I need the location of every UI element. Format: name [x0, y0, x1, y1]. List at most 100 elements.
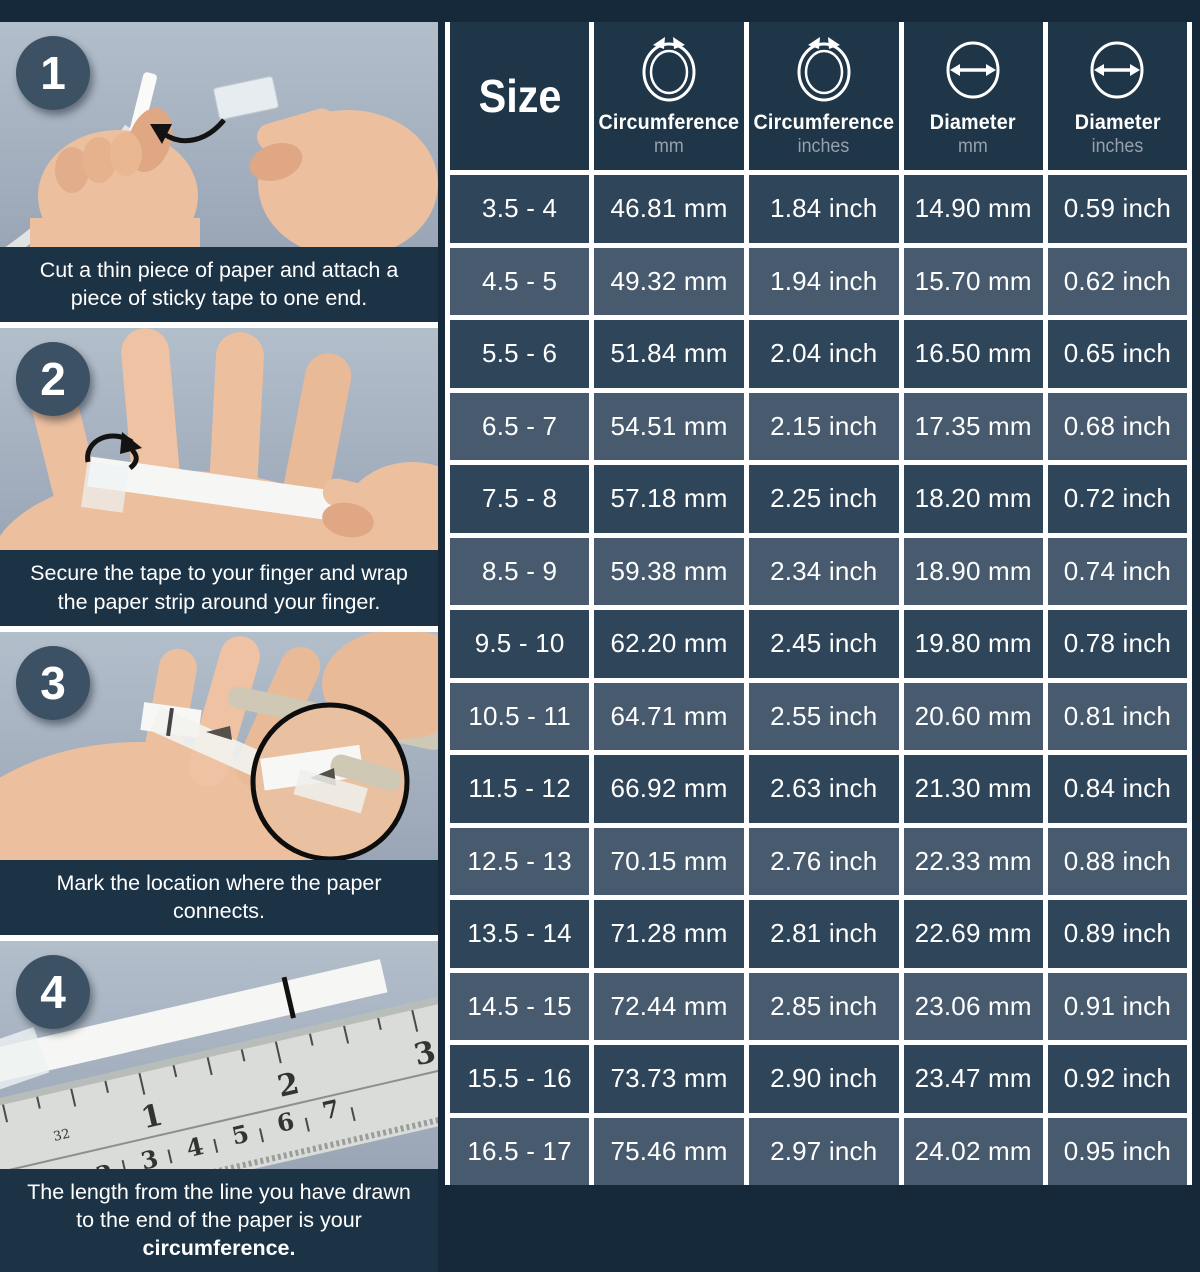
magnifier-inset	[250, 702, 410, 860]
step-4-photo: 4 32 1 2	[0, 940, 438, 1169]
table-cell: 1.94 inch	[748, 247, 899, 315]
svg-text:2: 2	[93, 1158, 116, 1169]
table-cell: 2.81 inch	[748, 900, 899, 968]
column-label: Circumference	[598, 111, 740, 134]
table-cell: 2.97 inch	[748, 1117, 899, 1185]
size-table: Size Circumference mm Circumference inch…	[445, 22, 1192, 1185]
svg-text:5: 5	[229, 1118, 252, 1150]
table-cell: 21.30 mm	[903, 755, 1043, 823]
step-3-panel: 3	[0, 631, 438, 935]
svg-text:7: 7	[319, 1093, 342, 1125]
column-unit: mm	[654, 136, 684, 157]
step-3-caption: Mark the location where the paper connec…	[0, 859, 438, 935]
table-cell: 10.5 - 11	[450, 682, 590, 750]
step-4-caption-text: The length from the line you have drawn …	[27, 1179, 411, 1232]
table-cell: 9.5 - 10	[450, 610, 590, 678]
table-cell: 11.5 - 12	[450, 755, 590, 823]
step-1-photo: 1	[0, 22, 438, 247]
step-3-caption-text: Mark the location where the paper connec…	[56, 870, 382, 924]
svg-text:32: 32	[52, 1126, 71, 1144]
table-cell: 75.46 mm	[594, 1117, 744, 1185]
step-4-badge: 4	[16, 954, 90, 1029]
column-unit: inches	[797, 136, 850, 157]
table-cell: 59.38 mm	[594, 537, 744, 605]
step-2-number: 2	[40, 352, 66, 405]
table-cell: 15.70 mm	[903, 247, 1043, 315]
table-cell: 46.81 mm	[594, 175, 744, 243]
step-4-panel: 4 32 1 2	[0, 940, 438, 1272]
wrap-arrow-icon	[85, 431, 142, 470]
ruler: 32 1 2 3 1 2 3 4 5 6	[0, 987, 438, 1169]
table-cell: 1.84 inch	[748, 175, 899, 243]
table-cell: 0.81 inch	[1047, 682, 1187, 750]
step-3-number: 3	[40, 656, 66, 709]
table-cell: 19.80 mm	[903, 610, 1043, 678]
step-1-number: 1	[40, 47, 66, 99]
table-header-circumference-inches: Circumference inches	[748, 22, 899, 170]
table-cell: 24.02 mm	[903, 1117, 1043, 1185]
table-cell: 16.5 - 17	[450, 1117, 590, 1185]
table-cell: 2.34 inch	[748, 537, 899, 605]
step-2-caption: Secure the tape to your finger and wrap …	[0, 549, 438, 626]
table-cell: 72.44 mm	[594, 972, 744, 1040]
table-cell: 0.68 inch	[1047, 392, 1187, 460]
table-cell: 64.71 mm	[594, 682, 744, 750]
step-1-badge: 1	[16, 36, 90, 110]
table-cell: 20.60 mm	[903, 682, 1043, 750]
table-cell: 2.63 inch	[748, 755, 899, 823]
table-cell: 14.5 - 15	[450, 972, 590, 1040]
column-unit: mm	[958, 136, 989, 157]
step-2-panel: 2	[0, 327, 438, 626]
svg-text:3: 3	[138, 1143, 161, 1168]
table-cell: 66.92 mm	[594, 755, 744, 823]
right-hand	[249, 108, 438, 247]
table-cell: 0.78 inch	[1047, 610, 1187, 678]
step-1-panel: 1	[0, 22, 438, 322]
table-header-size: Size	[450, 22, 590, 170]
table-cell: 0.89 inch	[1047, 900, 1187, 968]
table-cell: 0.88 inch	[1047, 827, 1187, 895]
svg-text:4: 4	[183, 1131, 206, 1163]
table-cell: 57.18 mm	[594, 465, 744, 533]
diameter-arrow-icon	[1090, 41, 1144, 99]
table-cell: 4.5 - 5	[450, 247, 590, 315]
table-cell: 0.74 inch	[1047, 537, 1187, 605]
table-cell: 16.50 mm	[903, 320, 1043, 388]
table-cell: 2.25 inch	[748, 465, 899, 533]
column-label: Diameter	[1074, 111, 1161, 134]
step-1-caption: Cut a thin piece of paper and attach a p…	[0, 247, 438, 322]
tape-piece	[213, 76, 279, 120]
table-cell: 70.15 mm	[594, 827, 744, 895]
right-hand	[322, 461, 438, 550]
table-cell: 54.51 mm	[594, 392, 744, 460]
step-1-photo-illustration	[0, 22, 438, 247]
table-cell: 13.5 - 14	[450, 900, 590, 968]
instruction-column: 1	[0, 22, 438, 1272]
table-cell: 5.5 - 6	[450, 320, 590, 388]
table-cell: 0.95 inch	[1047, 1117, 1187, 1185]
table-cell: 2.55 inch	[748, 682, 899, 750]
table-header-diameter-mm: Diameter mm	[903, 22, 1043, 170]
table-cell: 0.92 inch	[1047, 1045, 1187, 1113]
table-cell: 3.5 - 4	[450, 175, 590, 243]
step-3-photo: 3	[0, 631, 438, 860]
table-cell: 12.5 - 13	[450, 827, 590, 895]
column-label: Diameter	[930, 111, 1017, 134]
svg-text:6: 6	[274, 1106, 297, 1138]
table-cell: 2.15 inch	[748, 392, 899, 460]
table-cell: 51.84 mm	[594, 320, 744, 388]
table-cell: 23.47 mm	[903, 1045, 1043, 1113]
table-cell: 0.59 inch	[1047, 175, 1187, 243]
table-cell: 22.33 mm	[903, 827, 1043, 895]
table-cell: 7.5 - 8	[450, 465, 590, 533]
table-cell: 0.65 inch	[1047, 320, 1187, 388]
paper-strip	[140, 701, 271, 780]
table-cell: 62.20 mm	[594, 610, 744, 678]
table-cell: 2.90 inch	[748, 1045, 899, 1113]
step-2-photo: 2	[0, 327, 438, 550]
table-cell: 2.85 inch	[748, 972, 899, 1040]
step-2-photo-illustration	[0, 327, 438, 550]
step-3-badge: 3	[16, 645, 90, 720]
left-hand	[30, 107, 200, 247]
circumference-ring-icon	[642, 37, 696, 102]
